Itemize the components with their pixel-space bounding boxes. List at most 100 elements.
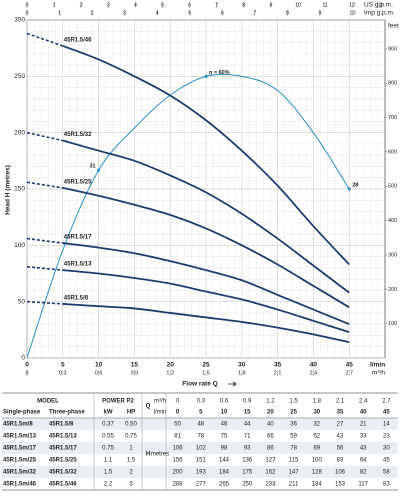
table-text: 0.75	[125, 434, 137, 440]
curve	[62, 45, 350, 266]
x2-unit: m³/h	[372, 370, 385, 377]
table-text: 27	[337, 422, 344, 428]
table-text: 0.37	[102, 422, 114, 428]
x-tick-label: 10	[95, 362, 103, 369]
table-text: 32	[313, 422, 320, 428]
table-text: HP	[127, 410, 135, 416]
table-text: 288	[173, 482, 184, 488]
top2-tick-label: 5	[188, 10, 191, 16]
table-text: 136	[242, 458, 253, 464]
y-tick-label: 0	[21, 355, 25, 362]
x-tick-label: 25	[202, 362, 210, 369]
top2-tick-label: 8	[286, 10, 289, 16]
table-text: 71	[244, 434, 251, 440]
x2-tick-label: 0.9	[131, 370, 139, 376]
table-text: 115	[289, 458, 299, 464]
table-text: 117	[358, 482, 368, 488]
x-tick-label: 40	[310, 362, 318, 369]
table-text: 44	[244, 422, 251, 428]
table-text: 184	[312, 482, 323, 488]
y-tick-label: 200	[14, 129, 25, 136]
table-text: 1	[129, 446, 133, 452]
table-text: 45R1.5m/17	[3, 446, 37, 452]
top2-tick-label: 7	[253, 10, 256, 16]
table-text: 106	[335, 470, 346, 476]
y2-tick-label: 200	[388, 287, 397, 293]
table-text: 2.1	[336, 399, 345, 405]
x-tick-label: 20	[167, 362, 175, 369]
table-text: 66	[267, 434, 274, 440]
y2-tick-label: 100	[388, 321, 397, 327]
top-tick-label: 2	[80, 2, 83, 8]
table-text: 45R1.5/8	[49, 422, 74, 428]
table-text: 10	[221, 410, 228, 416]
top-tick-label: 1	[53, 2, 56, 8]
table-text: 45R1.5/17	[49, 446, 77, 452]
table-text: 45R1.5m/32	[3, 470, 37, 476]
table-text: 0	[176, 399, 180, 405]
table-text: 2.2	[104, 482, 113, 488]
efficiency-point	[97, 168, 101, 172]
table-text: 193	[196, 470, 207, 476]
top2-tick-label: 2	[91, 10, 94, 16]
top-tick-label: 8	[242, 2, 245, 8]
table-text: 52	[313, 434, 320, 440]
table-text: 2.4	[359, 399, 368, 405]
table-text: 43	[337, 434, 344, 440]
curve-label: 45R1.5/8	[64, 295, 89, 301]
table-text: H	[146, 452, 150, 458]
table-text: Single-phase	[3, 410, 41, 416]
table-text: 82	[360, 470, 367, 476]
table-text: 250	[242, 482, 253, 488]
table-text: 43	[360, 446, 367, 452]
table-text: 78	[197, 434, 204, 440]
y2-tick-label: 600	[388, 149, 397, 155]
table-text: 45	[383, 458, 390, 464]
top2-tick-label: 4	[156, 10, 159, 16]
x-tick-label: 0	[25, 362, 29, 369]
top2-tick-label: 9	[318, 10, 321, 16]
y2-tick-label: 900	[388, 46, 397, 52]
table-text: 81	[174, 434, 181, 440]
curve-dashed	[26, 181, 63, 189]
table-text: 162	[265, 470, 276, 476]
y2-tick-label: 800	[388, 81, 397, 87]
table-text: 1.1	[104, 458, 113, 464]
y2-tick-label: 700	[388, 115, 397, 121]
row-band	[2, 418, 398, 430]
y-tick-label: 150	[14, 186, 25, 193]
table-text: 147	[289, 470, 300, 476]
table-text: 0.9	[243, 399, 252, 405]
y2-tick-label: 400	[388, 218, 397, 224]
table-text: 50	[174, 422, 181, 428]
efficiency-point	[347, 187, 351, 191]
table-text: 45R1.5m/8	[3, 422, 33, 428]
curve-dashed	[26, 265, 63, 271]
table-text: 2.7	[382, 399, 391, 405]
curve	[62, 242, 350, 326]
table-text: 45	[383, 410, 390, 416]
table-text: 30	[383, 446, 390, 452]
table-text: 151	[196, 458, 207, 464]
table-text: 233	[265, 482, 276, 488]
curve-label: 45R1.5/32	[64, 132, 92, 138]
table-text: 21	[360, 422, 367, 428]
top-tick-label: 10	[295, 2, 301, 8]
efficiency-label: 31	[89, 164, 95, 170]
table-text: 33	[360, 434, 367, 440]
table-text: 15	[244, 410, 251, 416]
x2-tick-label: 2.7	[345, 370, 353, 376]
table-text: 1.2	[266, 399, 275, 405]
efficiency-point	[204, 74, 208, 78]
top2-tick-label: 1	[58, 10, 61, 16]
x2-tick-label: 1.2	[166, 370, 174, 376]
table-text: 102	[196, 446, 207, 452]
table-text: 45R1.5m/25	[3, 458, 37, 464]
table-text: Three-phase	[49, 410, 85, 416]
table-text: 0.3	[197, 399, 206, 405]
x-unit: l/min	[370, 362, 385, 369]
table-text: Q	[146, 404, 151, 410]
table-text: 175	[242, 470, 253, 476]
table-text: 200	[173, 470, 184, 476]
curve-label: 45R1.5/25	[64, 179, 92, 185]
